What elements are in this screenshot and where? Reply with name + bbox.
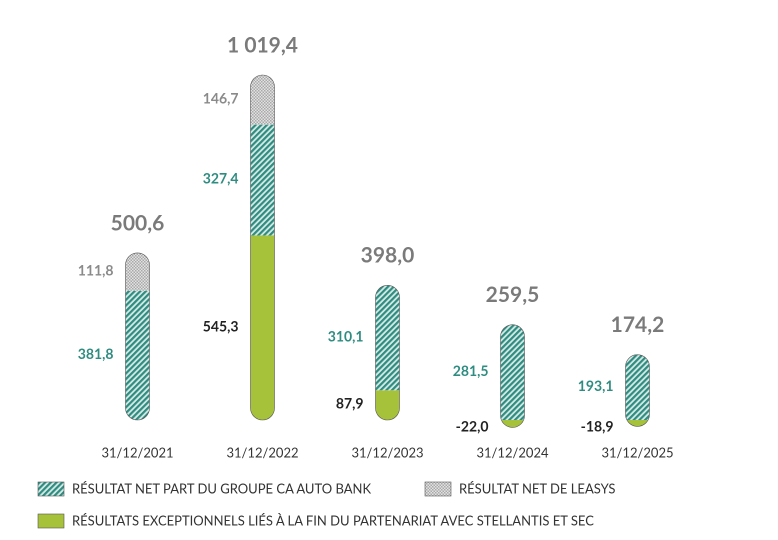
legend-label: RÉSULTAT NET DE LEASYS [459,480,615,496]
total-label: 398,0 [361,243,415,268]
bar-outline [250,74,275,421]
bar-segment [375,285,400,391]
segment-label: -22,0 [456,418,489,435]
segment-label: 111,8 [78,261,114,278]
legend-swatch [37,513,65,529]
bar-segment [125,252,150,291]
x-tick-label: 31/12/2023 [351,444,423,460]
total-label: 174,2 [611,312,665,337]
segment-label: 545,3 [203,317,239,334]
segment-label: 193,1 [578,377,614,394]
legend-swatch [37,481,65,497]
x-tick-label: 31/12/2021 [101,444,173,460]
bar-outline [125,252,150,421]
segment-label: 146,7 [203,89,239,106]
segment-label: -18,9 [581,418,614,435]
total-label: 1 019,4 [227,32,298,57]
x-tick-label: 31/12/2025 [601,444,673,460]
bar-stack [125,252,150,420]
bar-segment [250,235,275,420]
bar-segment [375,390,400,420]
bar-outline [625,354,650,427]
legend-label: RÉSULTAT NET PART DU GROUPE CA AUTO BANK [72,480,371,496]
legend-label: RÉSULTATS EXCEPTIONNELS LIÉS À LA FIN DU… [72,512,594,528]
bar-outline [500,324,525,428]
bar-stack [375,285,400,420]
segment-label: 310,1 [328,327,364,344]
segment-label: 327,4 [203,170,239,187]
bar-outline [375,285,400,421]
x-tick-label: 31/12/2022 [226,444,298,460]
bar-segment [500,420,525,428]
bar-segment [500,324,525,420]
x-tick-label: 31/12/2024 [476,444,549,460]
total-label: 500,6 [111,210,165,235]
legend-swatch [424,481,452,497]
bar-segment [125,290,150,420]
bar-segment [250,124,275,236]
segment-label: 281,5 [453,362,489,379]
segment-label: 381,8 [78,345,114,362]
bar-stack [625,354,650,427]
bar-segment [625,420,650,427]
total-label: 259,5 [486,282,540,307]
bar-segment [250,75,275,125]
bar-stack [250,75,275,420]
segment-label: 87,9 [336,395,364,412]
bar-segment [625,354,650,420]
bar-stack [500,324,525,428]
